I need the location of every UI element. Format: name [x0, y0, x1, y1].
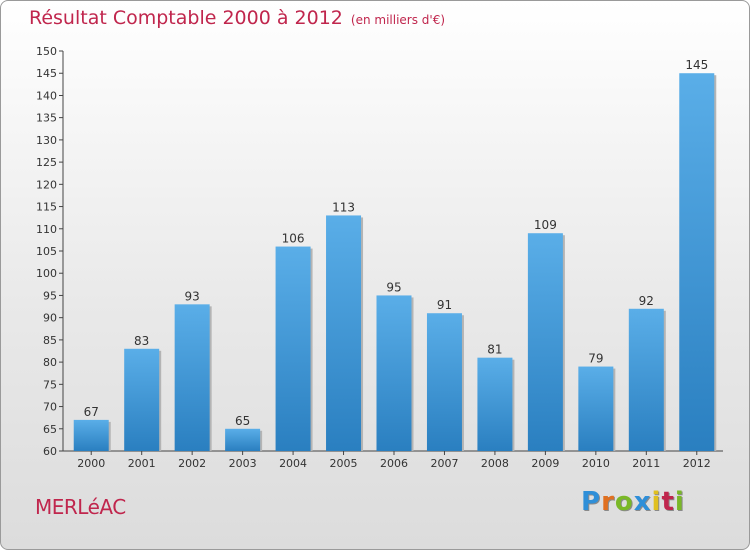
- y-tick-label: 75: [43, 378, 57, 391]
- value-label: 113: [332, 200, 355, 214]
- chart-subtitle: (en milliers d'€): [350, 13, 446, 27]
- x-tick-label: 2008: [481, 457, 509, 470]
- bar-2007: [426, 313, 462, 451]
- bar-2000: [73, 419, 109, 451]
- x-tick-label: 2002: [178, 457, 206, 470]
- bar-2005: [326, 215, 362, 451]
- bar-2012: [679, 73, 715, 451]
- y-tick-label: 95: [43, 289, 57, 302]
- x-tick-label: 2007: [430, 457, 458, 470]
- value-label: 67: [84, 405, 99, 419]
- x-tick-label: 2001: [128, 457, 156, 470]
- value-label: 93: [185, 289, 200, 303]
- y-tick-label: 110: [36, 223, 57, 236]
- y-tick-label: 135: [36, 112, 57, 125]
- x-tick-label: 2009: [531, 457, 559, 470]
- value-label: 106: [282, 232, 305, 246]
- commune-name: MERLéAC: [35, 495, 126, 519]
- bar-2009: [527, 233, 563, 451]
- y-tick-label: 145: [36, 67, 57, 80]
- bar-2006: [376, 295, 412, 451]
- bar-2003: [225, 428, 261, 451]
- y-tick-label: 85: [43, 334, 57, 347]
- value-label: 81: [487, 343, 502, 357]
- x-tick-label: 2004: [279, 457, 307, 470]
- x-tick-label: 2006: [380, 457, 408, 470]
- logo-letter: t: [661, 487, 675, 517]
- y-tick-label: 65: [43, 423, 57, 436]
- bar-2004: [275, 246, 311, 451]
- proxiti-logo: Proxiti: [581, 487, 685, 517]
- bar-2008: [477, 357, 513, 451]
- x-tick-label: 2005: [330, 457, 358, 470]
- y-tick-label: 70: [43, 401, 57, 414]
- bar-2001: [124, 348, 160, 451]
- value-label: 91: [437, 298, 452, 312]
- value-label: 79: [588, 352, 603, 366]
- logo-letter: o: [614, 487, 634, 517]
- x-tick-label: 2011: [632, 457, 660, 470]
- y-tick-label: 90: [43, 312, 57, 325]
- y-tick-label: 140: [36, 89, 57, 102]
- y-tick-label: 105: [36, 245, 57, 258]
- y-tick-label: 120: [36, 178, 57, 191]
- logo-letter: x: [633, 487, 652, 517]
- x-tick-label: 2000: [77, 457, 105, 470]
- title-text: Résultat Comptable 2000 à 2012: [29, 7, 343, 29]
- value-label: 65: [235, 414, 250, 428]
- x-tick-label: 2003: [229, 457, 257, 470]
- y-tick-label: 60: [43, 445, 57, 458]
- x-tick-label: 2010: [582, 457, 610, 470]
- y-tick-label: 150: [36, 45, 57, 58]
- value-label: 92: [639, 294, 654, 308]
- logo-letter: r: [601, 487, 615, 517]
- y-tick-label: 80: [43, 356, 57, 369]
- logo-letter: i: [674, 487, 685, 517]
- value-label: 145: [685, 58, 708, 72]
- logo-letter: i: [651, 487, 662, 517]
- y-tick-label: 100: [36, 267, 57, 280]
- value-label: 95: [386, 280, 401, 294]
- y-tick-label: 125: [36, 156, 57, 169]
- x-tick-label: 2012: [683, 457, 711, 470]
- chart-bars: 67 83 93 65 106 113 95 91 81 109 79 92 145: [73, 58, 717, 451]
- y-tick-label: 130: [36, 134, 57, 147]
- chart-title: Résultat Comptable 2000 à 2012 (en millie…: [29, 7, 445, 29]
- logo-letter: P: [581, 487, 602, 517]
- y-tick-label: 115: [36, 201, 57, 214]
- value-label: 109: [534, 218, 557, 232]
- bar-2002: [174, 304, 210, 451]
- bar-2010: [578, 366, 614, 451]
- bar-2011: [628, 308, 664, 451]
- value-label: 83: [134, 334, 149, 348]
